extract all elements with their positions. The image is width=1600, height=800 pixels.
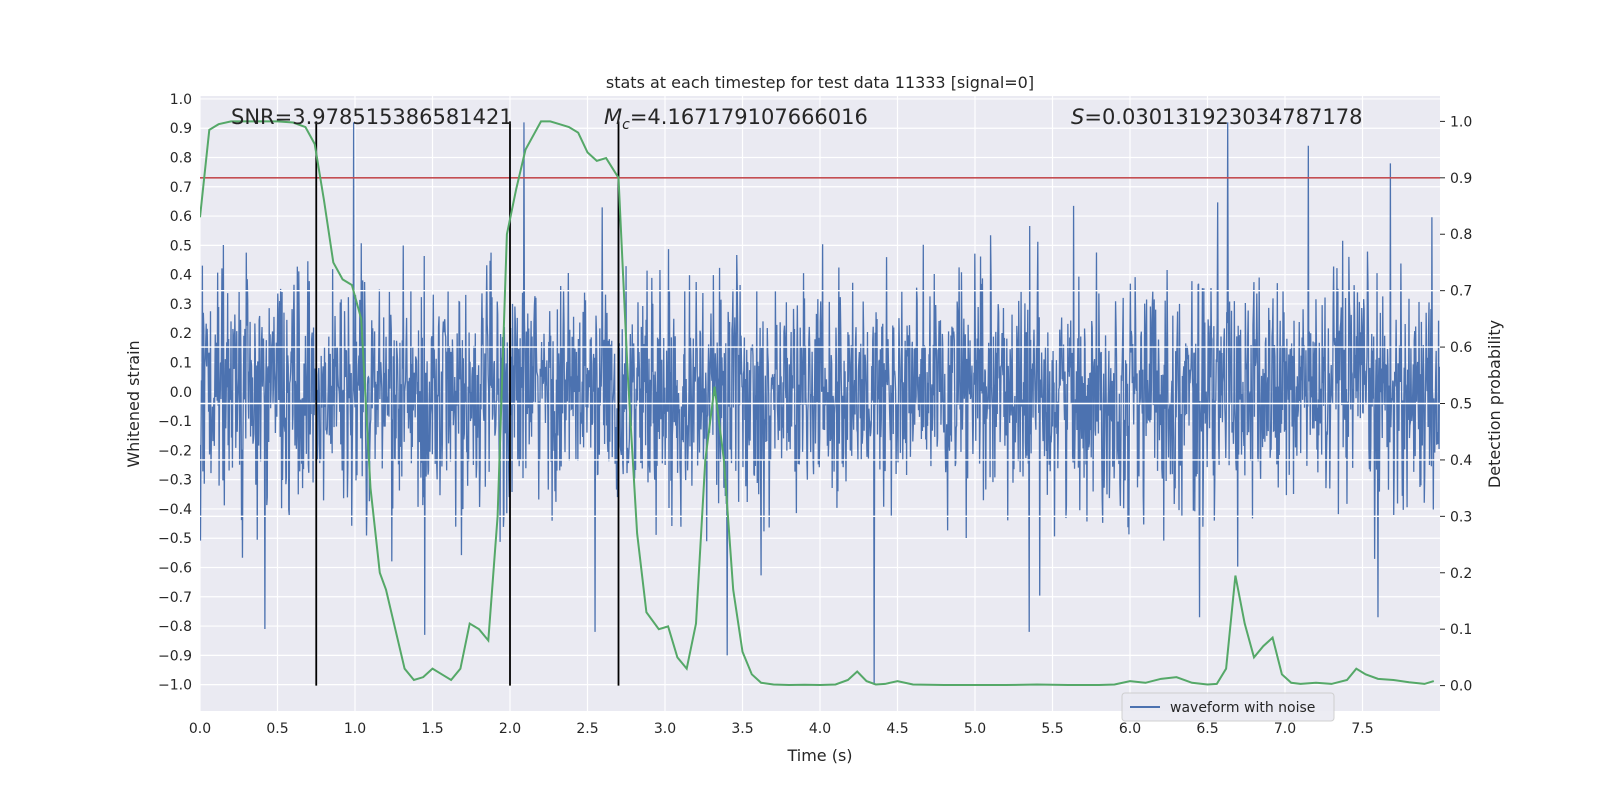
overlays: [200, 120, 1440, 687]
detection-probability-line: [200, 120, 1435, 687]
y-tick-label-left: 1.0: [170, 92, 192, 108]
chirp-mass-value: =4.167179107666016: [630, 105, 868, 129]
waveform-series: [200, 122, 1440, 685]
y-tick-label-left: 0.5: [170, 238, 192, 254]
x-tick-label: 1.0: [344, 721, 366, 737]
y-tick-label-left: −0.8: [158, 619, 192, 635]
x-tick-label: 0.5: [266, 721, 288, 737]
x-tick-label: 0.0: [189, 721, 211, 737]
chart-title: stats at each timestep for test data 113…: [606, 73, 1034, 92]
y-tick-label-right: 0.4: [1450, 453, 1472, 469]
y-tick-label-left: 0.3: [170, 297, 192, 313]
y-tick-label-right: 0.8: [1450, 227, 1472, 243]
s-value: =0.030131923034787178: [1084, 105, 1362, 129]
y-tick-label-right: 0.5: [1450, 397, 1472, 413]
legend: waveform with noise: [1121, 692, 1335, 722]
waveform-line: [200, 122, 1440, 685]
x-tick-label: 2.0: [499, 721, 521, 737]
y-tick-label-right: 1.0: [1450, 114, 1472, 130]
x-axis-label: Time (s): [786, 746, 852, 765]
y-tick-label-left: −0.5: [158, 531, 192, 547]
y-tick-label-right: 0.3: [1450, 509, 1472, 525]
y-axis-label-right: Detection probability: [1485, 320, 1504, 488]
x-tick-label: 5.0: [964, 721, 986, 737]
chirp-mass-symbol: M: [604, 105, 622, 129]
s-annotation: S=0.030131923034787178: [1071, 105, 1362, 129]
x-tick-label: 7.5: [1351, 721, 1373, 737]
y-tick-label-right: 0.1: [1450, 622, 1472, 638]
x-tick-label: 2.5: [576, 721, 598, 737]
y-tick-label-left: 0.8: [170, 151, 192, 167]
y-tick-label-left: −0.9: [158, 648, 192, 664]
legend-box: [1121, 692, 1335, 722]
y-tick-label-left: −1.0: [158, 678, 192, 694]
y-tick-label-left: 0.0: [170, 385, 192, 401]
y-tick-label-left: 0.1: [170, 356, 192, 372]
x-tick-label: 5.5: [1041, 721, 1063, 737]
y-tick-label-left: −0.4: [158, 502, 192, 518]
y-tick-label-right: 0.2: [1450, 566, 1472, 582]
y-tick-label-left: 0.6: [170, 209, 192, 225]
legend-entry-waveform: waveform with noise: [1170, 700, 1315, 716]
x-tick-label: 3.5: [731, 721, 753, 737]
axes: 0.0 0.5 1.0 1.5 2.0 2.5 3.0 3.5 4.0 4.5 5.0 5.5 6.0 6…: [158, 92, 1472, 737]
x-tick-label: 4.5: [886, 721, 908, 737]
y-tick-label-right: 0.9: [1450, 171, 1472, 187]
x-tick-label: 1.5: [421, 721, 443, 737]
x-tick-label: 7.0: [1274, 721, 1296, 737]
y-tick-label-left: 0.4: [170, 268, 192, 284]
y-tick-label-right: 0.7: [1450, 284, 1472, 300]
y-tick-label-left: −0.2: [158, 443, 192, 459]
y-tick-label-left: 0.9: [170, 121, 192, 137]
x-tick-label: 6.5: [1196, 721, 1218, 737]
x-tick-label: 4.0: [809, 721, 831, 737]
y-tick-label-left: 0.7: [170, 180, 192, 196]
y-tick-label-left: −0.1: [158, 414, 192, 430]
y-tick-label-right: 0.6: [1450, 340, 1472, 356]
x-tick-label: 6.0: [1119, 721, 1141, 737]
s-symbol: S: [1071, 105, 1084, 129]
y-tick-label-left: 0.2: [170, 326, 192, 342]
y-tick-label-left: −0.7: [158, 590, 192, 606]
chirp-mass-annotation: Mc=4.167179107666016: [604, 105, 868, 133]
y-tick-label-right: 0.0: [1450, 679, 1472, 695]
snr-annotation: SNR=3.978515386581421: [231, 105, 513, 129]
x-tick-label: 3.0: [654, 721, 676, 737]
y-axis-label-left: Whitened strain: [124, 340, 143, 467]
y-tick-label-left: −0.3: [158, 473, 192, 489]
y-tick-label-left: −0.6: [158, 561, 192, 577]
chirp-mass-subscript: c: [622, 117, 630, 133]
